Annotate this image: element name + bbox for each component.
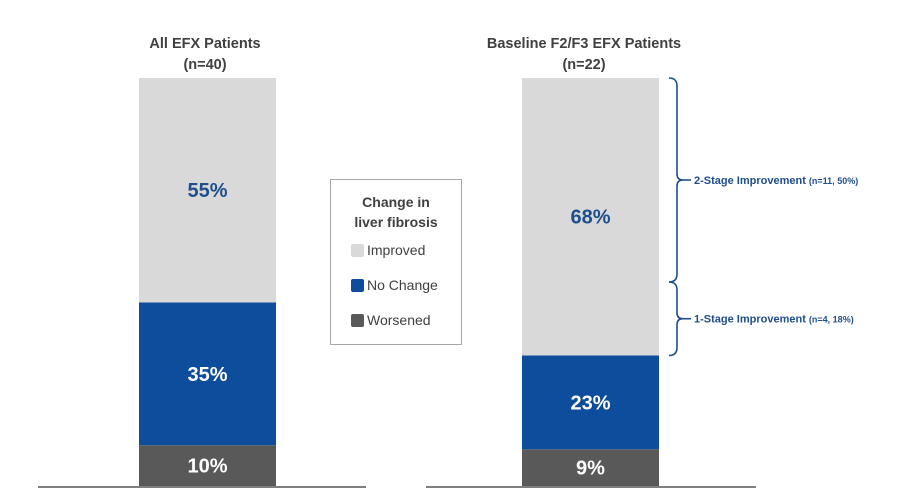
legend-item-improved: Improved xyxy=(351,240,425,260)
legend-item-worsened: Worsened xyxy=(351,310,431,330)
annotation-two-stage: 2-Stage Improvement (n=11, 50%) xyxy=(694,175,858,187)
legend-label-no-change: No Change xyxy=(367,277,438,293)
left-bar-segment-no-change xyxy=(139,302,276,446)
left-chart-baseline xyxy=(38,486,366,488)
left-bar-segment-worsened xyxy=(139,445,276,486)
left-data-label-worsened: 10% xyxy=(187,456,227,478)
brace-two-stage xyxy=(668,77,684,283)
legend-title: Change in liver fibrosis xyxy=(331,192,461,232)
legend-swatch-no-change xyxy=(351,278,364,292)
legend-swatch-improved xyxy=(351,243,364,257)
left-data-label-no-change: 35% xyxy=(187,364,227,386)
legend-title-line2: liver fibrosis xyxy=(354,214,438,230)
right-data-label-worsened: 9% xyxy=(576,458,605,480)
right-chart-baseline xyxy=(426,486,756,488)
legend-label-improved: Improved xyxy=(367,242,426,258)
right-chart-title: Baseline F2/F3 EFX Patients (n=22) xyxy=(452,34,716,76)
legend-item-no-change: No Change xyxy=(351,275,438,295)
right-bar-segment-no-change xyxy=(522,355,659,450)
left-bar-segment-improved xyxy=(139,78,276,303)
legend-box: Change in liver fibrosis Improved No Cha… xyxy=(330,179,462,345)
right-data-label-improved: 68% xyxy=(570,207,610,229)
left-data-label-improved: 55% xyxy=(187,180,227,202)
legend-swatch-worsened xyxy=(351,313,364,327)
legend-label-worsened: Worsened xyxy=(367,312,431,328)
annotation-one-stage: 1-Stage Improvement (n=4, 18%) xyxy=(694,314,854,326)
left-chart-title-text: All EFX Patients xyxy=(149,36,261,52)
left-chart-title: All EFX Patients (n=40) xyxy=(118,34,292,76)
brace-one-stage xyxy=(668,281,684,357)
right-data-label-no-change: 23% xyxy=(570,392,610,414)
right-bar-segment-improved xyxy=(522,78,659,356)
right-bar-segment-worsened xyxy=(522,449,659,486)
left-chart-subtitle: (n=40) xyxy=(183,57,227,73)
right-chart-title-text: Baseline F2/F3 EFX Patients xyxy=(486,36,682,52)
right-chart-subtitle: (n=22) xyxy=(562,57,606,73)
legend-title-line1: Change in xyxy=(362,194,430,210)
